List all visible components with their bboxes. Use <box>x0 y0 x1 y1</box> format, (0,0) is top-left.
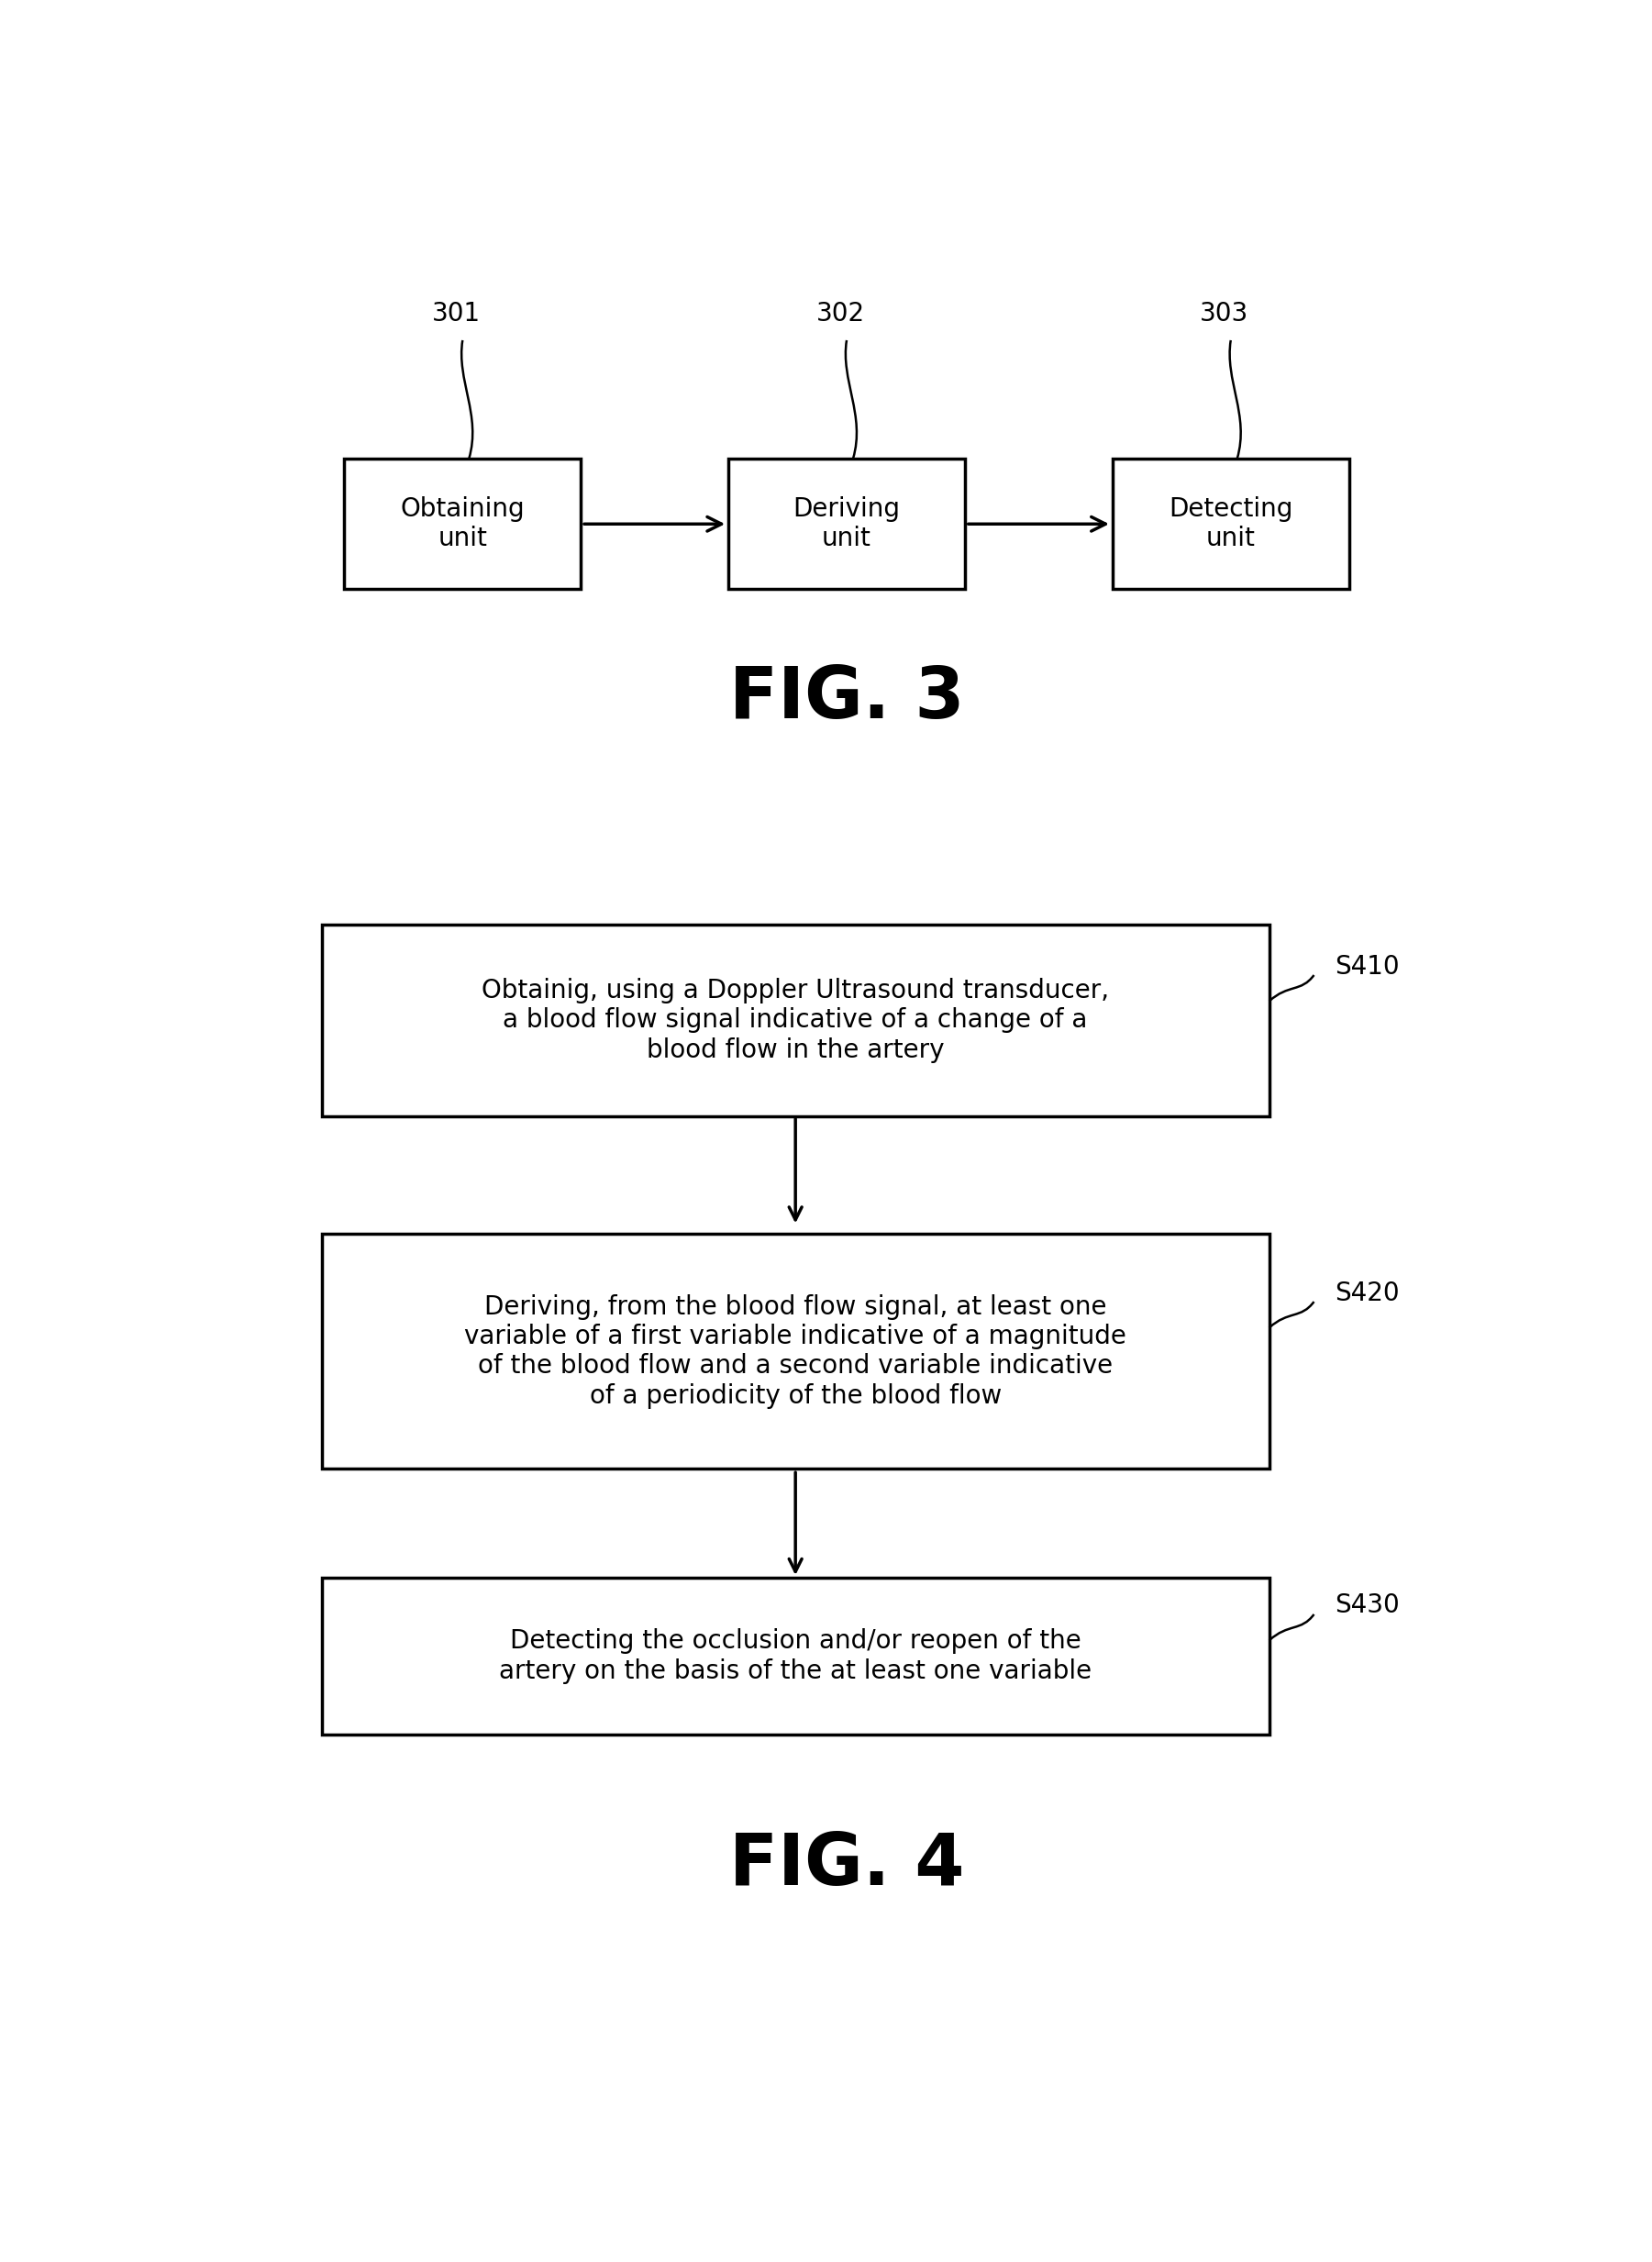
Text: 303: 303 <box>1199 301 1249 326</box>
Text: 302: 302 <box>816 301 864 326</box>
FancyBboxPatch shape <box>322 925 1269 1115</box>
FancyBboxPatch shape <box>322 1579 1269 1735</box>
Text: 301: 301 <box>431 301 481 326</box>
Text: S420: S420 <box>1335 1280 1399 1305</box>
FancyBboxPatch shape <box>322 1233 1269 1468</box>
Text: Obtaining
unit: Obtaining unit <box>400 495 525 552</box>
FancyBboxPatch shape <box>344 459 582 590</box>
Text: FIG. 4: FIG. 4 <box>729 1830 965 1900</box>
Text: S430: S430 <box>1335 1592 1399 1617</box>
Text: Deriving
unit: Deriving unit <box>793 495 900 552</box>
Text: S410: S410 <box>1335 955 1399 979</box>
Text: Obtainig, using a Doppler Ultrasound transducer,
a blood flow signal indicative : Obtainig, using a Doppler Ultrasound tra… <box>482 977 1108 1063</box>
Text: FIG. 3: FIG. 3 <box>729 663 965 733</box>
FancyBboxPatch shape <box>729 459 965 590</box>
FancyBboxPatch shape <box>1112 459 1350 590</box>
Text: Detecting the occlusion and/or reopen of the
artery on the basis of the at least: Detecting the occlusion and/or reopen of… <box>499 1629 1092 1683</box>
Text: Deriving, from the blood flow signal, at least one
variable of a first variable : Deriving, from the blood flow signal, at… <box>464 1294 1127 1409</box>
Text: Detecting
unit: Detecting unit <box>1168 495 1294 552</box>
